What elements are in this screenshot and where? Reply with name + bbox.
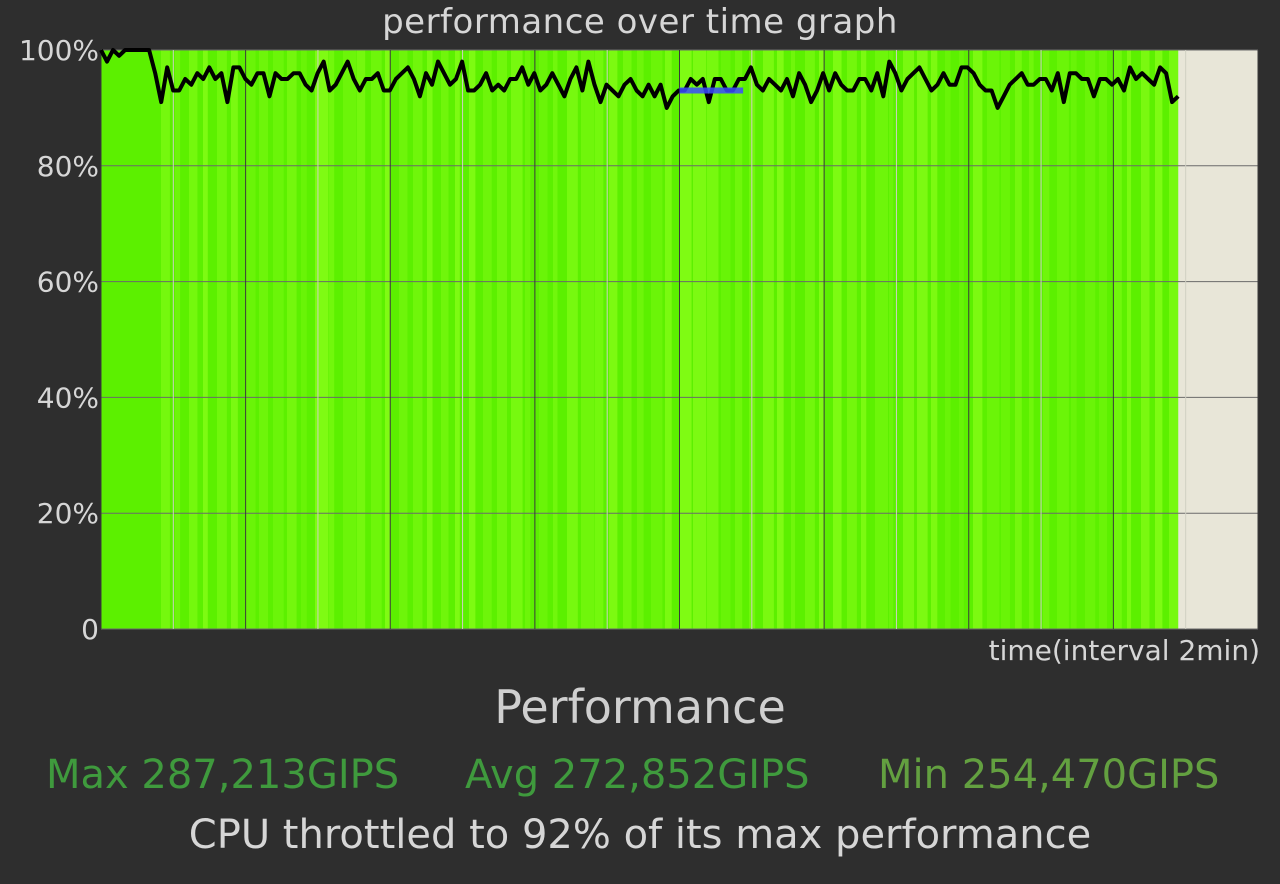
fill-stripe — [735, 50, 743, 629]
y-tick-label: 100% — [19, 34, 99, 67]
fill-stripe — [861, 50, 867, 629]
fill-stripe — [1057, 50, 1069, 629]
fill-stripe — [763, 50, 774, 629]
fill-stripe — [497, 50, 508, 629]
fill-stripe — [399, 50, 408, 629]
fill-stripe — [273, 50, 284, 629]
performance-line — [99, 48, 1180, 110]
fill-stripe — [413, 50, 423, 629]
fill-stripe — [609, 50, 618, 629]
y-tick-label: 40% — [37, 381, 99, 414]
fill-stripe — [455, 50, 460, 629]
fill-stripe — [889, 50, 894, 629]
fill-stripe — [441, 50, 449, 629]
y-tick-label: 20% — [37, 497, 99, 530]
fill-stripe — [637, 50, 644, 629]
fill-stripe — [903, 50, 915, 629]
fill-stripe — [161, 50, 170, 629]
fill-stripe — [301, 50, 307, 629]
fill-stripe — [1113, 50, 1122, 629]
fill-stripe — [623, 50, 632, 629]
fill-stripe — [287, 50, 297, 629]
y-tick-label: 60% — [37, 266, 99, 299]
fill-stripe — [875, 50, 888, 629]
avg-performance: Avg 272,852GIPS — [465, 752, 810, 798]
fill-stripe — [1127, 50, 1132, 629]
fill-stripe — [959, 50, 964, 629]
fill-stripe — [693, 50, 707, 629]
fill-stripe — [567, 50, 578, 629]
fill-stripe — [1043, 50, 1050, 629]
fill-stripe — [819, 50, 824, 629]
fill-stripe — [721, 50, 731, 629]
fill-stripe — [1169, 50, 1179, 629]
fill-stripe — [329, 50, 335, 629]
throttle-summary: CPU throttled to 92% of its max performa… — [188, 812, 1092, 858]
fill-stripe — [231, 50, 238, 629]
fill-stripe — [1015, 50, 1022, 629]
fill-stripe — [987, 50, 1000, 629]
fill-stripe — [245, 50, 256, 629]
fill-stripe — [189, 50, 198, 629]
performance-title: Performance — [494, 680, 786, 734]
fill-stripe — [1029, 50, 1034, 629]
fill-stripe — [1155, 50, 1163, 629]
fill-stripe — [1071, 50, 1077, 629]
fill-stripe — [427, 50, 433, 629]
fill-stripe — [343, 50, 357, 629]
fill-stripe — [539, 50, 548, 629]
fill-stripe — [665, 50, 672, 629]
fill-stripe — [973, 50, 983, 629]
min-performance: Min 254,470GIPS — [878, 752, 1220, 798]
performance-fill-area — [101, 50, 1179, 629]
fill-stripe — [679, 50, 692, 629]
fill-stripe — [357, 50, 366, 629]
fill-stripe — [525, 50, 531, 629]
fill-stripe — [707, 50, 719, 629]
fill-stripe — [511, 50, 523, 629]
fill-stripe — [1141, 50, 1150, 629]
fill-stripe — [1085, 50, 1096, 629]
y-tick-label: 80% — [37, 150, 99, 183]
fill-stripe — [805, 50, 815, 629]
fill-stripe — [203, 50, 208, 629]
x-axis-label: time(interval 2min) — [988, 634, 1260, 667]
fill-stripe — [833, 50, 842, 629]
fill-stripe — [1099, 50, 1108, 629]
fill-stripe — [791, 50, 796, 629]
fill-stripe — [777, 50, 784, 629]
fill-stripe — [371, 50, 382, 629]
fill-stripe — [581, 50, 595, 629]
fill-stripe — [385, 50, 391, 629]
fill-stripe — [175, 50, 181, 629]
fill-stripe — [1001, 50, 1010, 629]
chart-title: performance over time graph — [382, 2, 898, 42]
fill-stripe — [217, 50, 227, 629]
fill-stripe — [595, 50, 604, 629]
y-tick-label: 0 — [81, 613, 99, 646]
fill-stripe — [483, 50, 492, 629]
fill-stripe — [917, 50, 928, 629]
fill-stripe — [847, 50, 857, 629]
fill-stripe — [259, 50, 268, 629]
fill-stripe — [651, 50, 663, 629]
fill-stripe — [945, 50, 951, 629]
fill-stripe — [469, 50, 476, 629]
fill-stripe — [931, 50, 938, 629]
fill-stripe — [553, 50, 558, 629]
max-performance: Max 287,213GIPS — [46, 752, 400, 798]
fill-stripe — [315, 50, 329, 629]
